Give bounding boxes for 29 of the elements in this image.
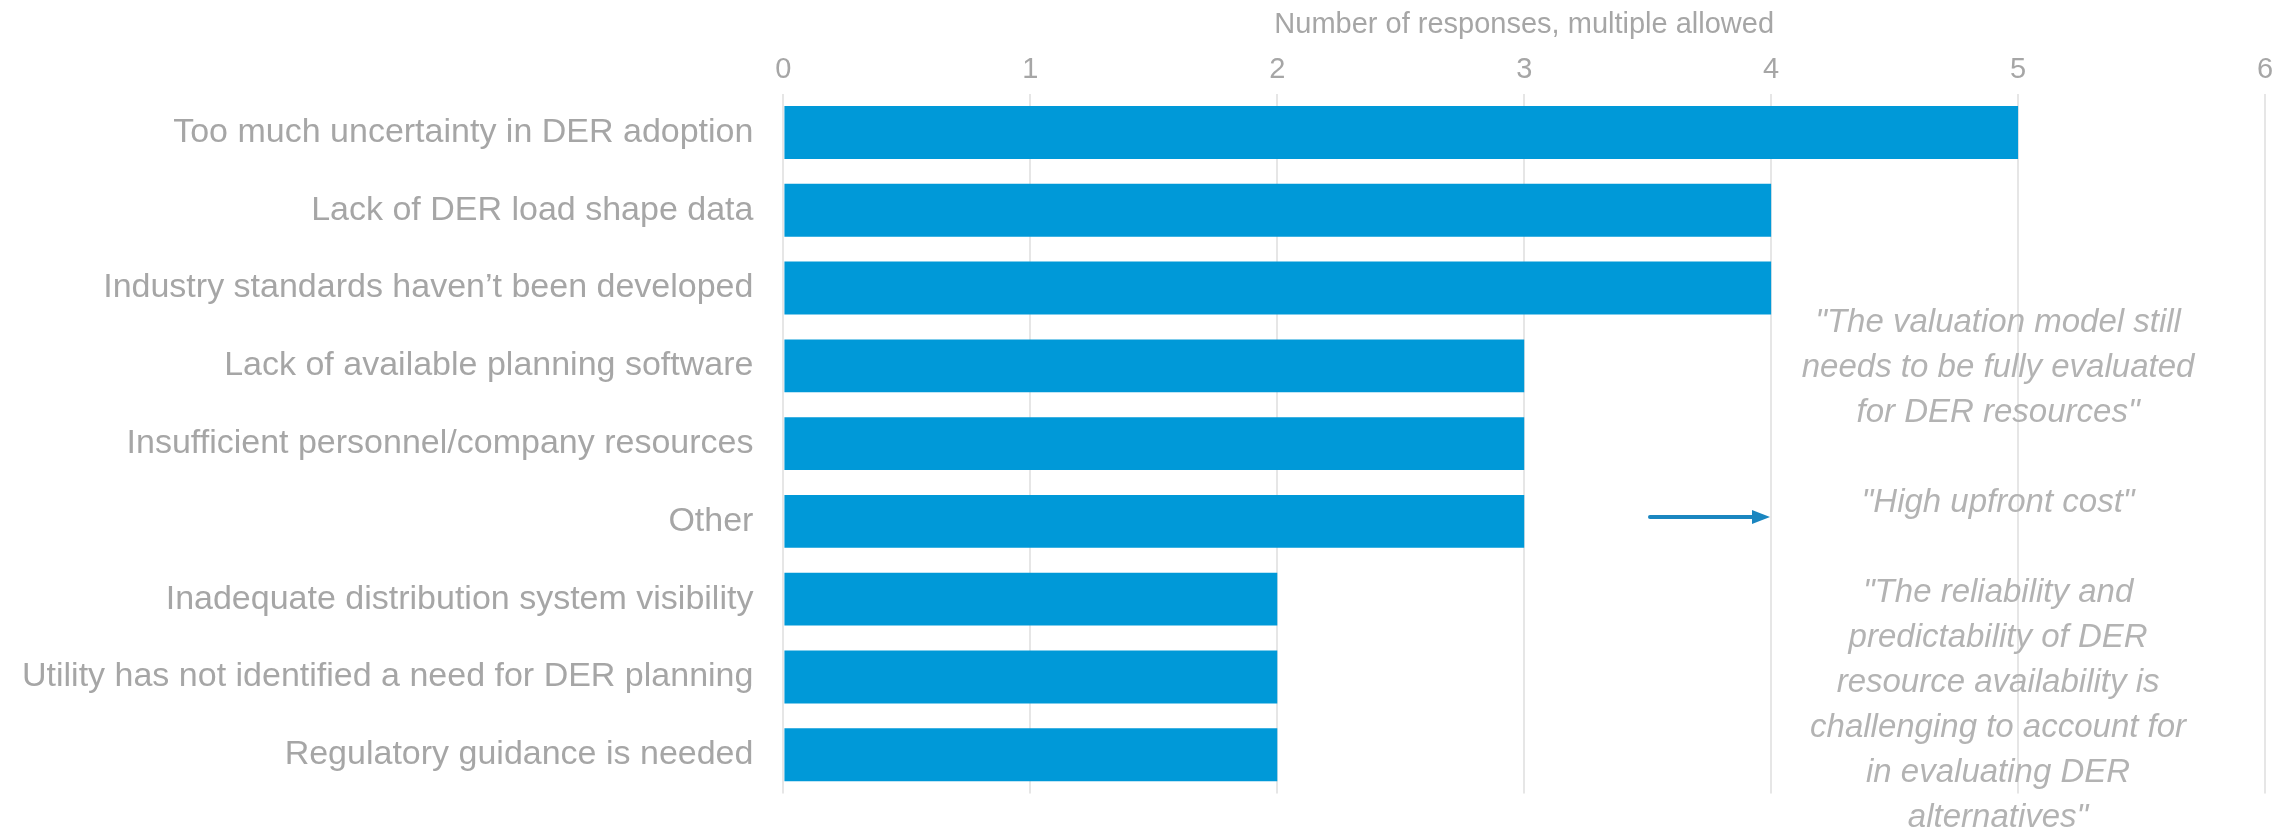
bar <box>784 728 1278 782</box>
y-tick-label: Insufficient personnel/company resources <box>126 421 754 460</box>
y-tick-label: Industry standards haven’t been developed <box>103 266 754 305</box>
annotation: "The valuation model still needs to be fully evaluated for DER resources" <box>1801 302 2197 430</box>
x-tick-label: 4 <box>1763 52 1780 85</box>
x-tick-label: 3 <box>1516 52 1533 85</box>
y-tick-label: Regulatory guidance is needed <box>284 733 754 772</box>
bar <box>784 650 1278 704</box>
x-tick-label: 1 <box>1022 52 1039 85</box>
bar <box>784 106 2019 159</box>
bar <box>784 339 1525 393</box>
bar <box>784 494 1525 548</box>
x-tick-label: 5 <box>2010 52 2027 85</box>
y-tick-label: Utility has not identified a need for DER planning <box>21 655 754 694</box>
bar <box>784 417 1525 471</box>
y-tick-label: Inadequate distribution system visibility <box>165 577 754 616</box>
y-tick-label: Lack of DER load shape data <box>311 188 754 227</box>
bar <box>784 572 1278 626</box>
y-tick-label: Other <box>668 499 754 538</box>
bar <box>784 183 1772 237</box>
x-tick-label: 0 <box>775 52 792 85</box>
y-tick-label: Lack of available planning software <box>224 344 754 383</box>
annotation: "The reliability and predictability of DER resource availability is challenging to account for in evaluating DER alternatives" <box>1810 572 2189 835</box>
annotation: "High upfront cost" <box>1861 482 2136 520</box>
x-tick-label: 2 <box>1269 52 1286 85</box>
x-axis-title: Number of responses, multiple allowed <box>1274 7 1775 40</box>
bar <box>784 261 1772 315</box>
y-tick-label: Too much uncertainty in DER adoption <box>173 110 754 149</box>
x-tick-label: 6 <box>2256 52 2274 85</box>
